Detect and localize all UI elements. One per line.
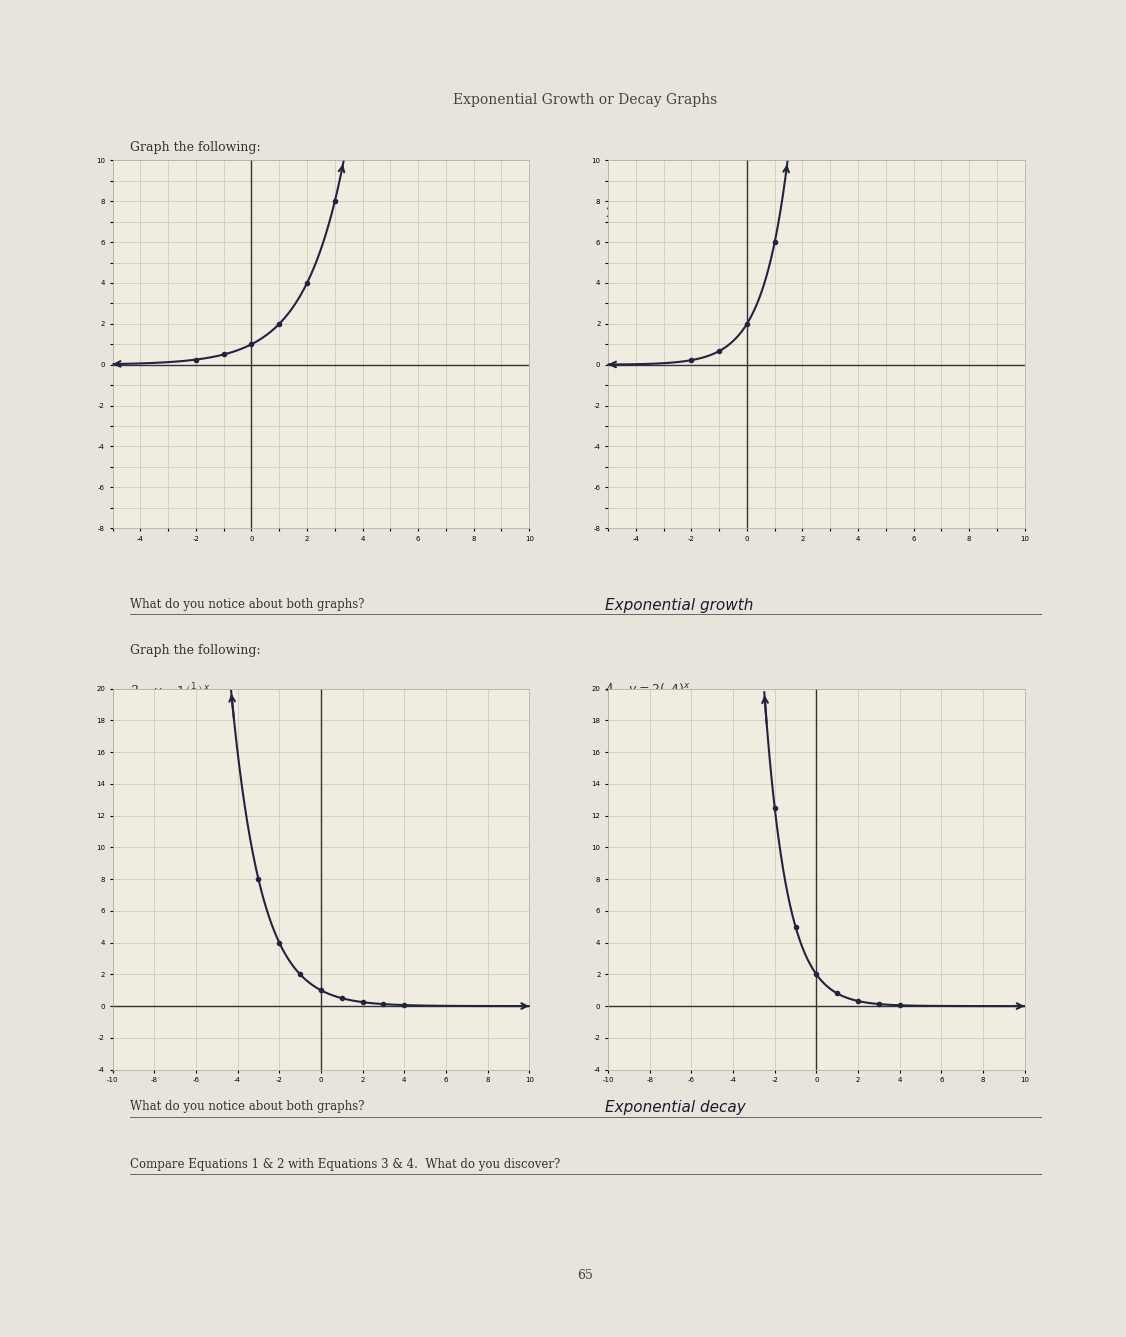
Text: What do you notice about both graphs?: What do you notice about both graphs? [129,1100,364,1114]
Text: Graph the following:: Graph the following: [129,644,260,656]
Text: Graph the following:: Graph the following: [129,140,260,154]
Text: 4.   $y = 2(.4)^x$: 4. $y = 2(.4)^x$ [606,682,691,698]
Text: 1.   $y = 1(2)^x$: 1. $y = 1(2)^x$ [129,178,209,195]
Text: Compare Equations 1 & 2 with Equations 3 & 4.  What do you discover?: Compare Equations 1 & 2 with Equations 3… [129,1158,560,1171]
Text: 3.   $y = 1\left(\frac{1}{2}\right)^x$: 3. $y = 1\left(\frac{1}{2}\right)^x$ [129,682,211,703]
Text: Exponential Growth or Decay Graphs: Exponential Growth or Decay Graphs [454,94,717,107]
Text: 65: 65 [578,1269,593,1282]
Text: 2.   $y = 2(3)^x$: 2. $y = 2(3)^x$ [606,205,685,222]
Text: Exponential decay: Exponential decay [606,1100,747,1115]
Text: What do you notice about both graphs?: What do you notice about both graphs? [129,598,364,611]
Text: Exponential growth: Exponential growth [606,598,753,614]
